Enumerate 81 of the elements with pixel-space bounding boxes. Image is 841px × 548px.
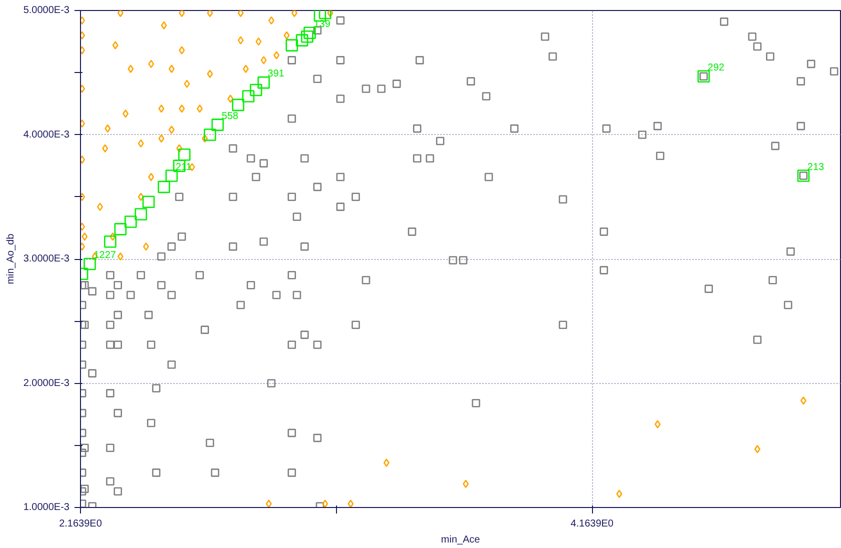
point [184, 80, 190, 88]
point [260, 56, 267, 64]
y-tick-label: 4.0000E-3 [23, 129, 70, 140]
point [258, 76, 270, 89]
point [268, 16, 274, 25]
point [204, 128, 216, 141]
point [96, 202, 103, 211]
point [84, 258, 96, 270]
point [304, 26, 316, 40]
point [112, 41, 118, 50]
point [148, 172, 154, 182]
point [654, 420, 661, 428]
annotation: 292 [708, 62, 725, 74]
point [102, 144, 108, 153]
point [206, 10, 213, 18]
point [616, 490, 622, 498]
point [242, 64, 249, 74]
x-tick-label: 4.1639E0 [570, 518, 614, 530]
point [168, 126, 175, 134]
point [227, 94, 234, 103]
point [196, 104, 203, 113]
y-axis-title: min_Ao_db [5, 233, 16, 284]
point [754, 444, 760, 454]
point [800, 396, 806, 405]
point [148, 60, 154, 68]
point [206, 70, 213, 78]
point [242, 90, 254, 102]
point [232, 98, 244, 112]
point [134, 208, 148, 220]
point [117, 10, 124, 18]
point [160, 21, 167, 30]
point [114, 223, 127, 236]
point [122, 109, 129, 118]
point [178, 10, 185, 18]
point [138, 139, 144, 148]
point [250, 84, 262, 96]
point [348, 500, 354, 508]
annotation: 391 [268, 68, 285, 80]
point [178, 148, 191, 161]
point [178, 46, 185, 54]
point [138, 192, 144, 202]
point [202, 134, 208, 143]
point [124, 216, 137, 228]
y-tick-label: 1.0000E-3 [23, 502, 70, 513]
point [322, 500, 328, 508]
point [82, 232, 88, 241]
point [256, 37, 262, 46]
annotation: 213 [807, 162, 825, 173]
point [301, 30, 314, 43]
y-tick-label: 5.0000E-3 [23, 5, 70, 16]
point [383, 458, 390, 467]
point [211, 118, 224, 131]
y-tick-label: 2.0000E-3 [23, 378, 70, 389]
point [266, 500, 272, 508]
point [158, 104, 164, 113]
point [286, 39, 298, 52]
point [165, 170, 178, 182]
point [104, 124, 111, 133]
point [284, 31, 290, 40]
point [327, 10, 334, 18]
x-axis-title: min_Ace [441, 534, 480, 546]
point [462, 480, 469, 488]
point [176, 144, 182, 153]
point [296, 34, 308, 46]
point [168, 64, 175, 74]
point [698, 70, 710, 83]
point [158, 134, 164, 143]
annotation: 558 [222, 110, 239, 122]
point [117, 252, 124, 261]
point [238, 10, 244, 18]
point [128, 64, 134, 74]
point [104, 235, 116, 248]
point [142, 196, 155, 208]
point [291, 10, 298, 18]
point [238, 36, 244, 44]
point [178, 104, 185, 113]
point [158, 180, 170, 194]
point [273, 51, 280, 60]
y-tick-label: 3.0000E-3 [23, 254, 70, 264]
point [110, 232, 116, 241]
x-tick-label: 2.1639E0 [59, 518, 102, 530]
